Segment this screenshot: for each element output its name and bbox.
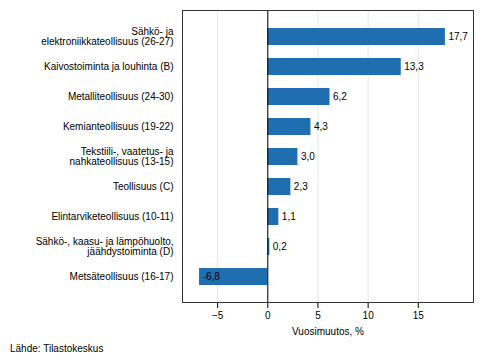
svg-text:2,3: 2,3 [294, 181, 308, 192]
svg-text:Metsäteollisuus (16-17): Metsäteollisuus (16-17) [70, 271, 174, 282]
svg-text:17,7: 17,7 [448, 31, 468, 42]
svg-text:0: 0 [265, 310, 271, 321]
svg-text:−5: −5 [212, 310, 224, 321]
svg-text:5: 5 [315, 310, 321, 321]
svg-text:1,1: 1,1 [282, 211, 296, 222]
svg-text:10: 10 [363, 310, 375, 321]
svg-text:4,3: 4,3 [314, 121, 328, 132]
svg-text:6,2: 6,2 [333, 91, 347, 102]
svg-text:13,3: 13,3 [404, 61, 424, 72]
svg-text:Tekstiili-, vaatetus- janahkat: Tekstiili-, vaatetus- janahkateollisuus … [70, 146, 174, 167]
svg-text:Vuosimuutos, %: Vuosimuutos, % [292, 326, 364, 337]
svg-text:0,2: 0,2 [273, 241, 287, 252]
svg-text:-6,8: -6,8 [203, 271, 221, 282]
svg-text:Kemianteollisuus (19-22): Kemianteollisuus (19-22) [63, 121, 174, 132]
svg-text:3,0: 3,0 [301, 151, 315, 162]
svg-text:Sähkö-, kaasu- ja lämpöhuolto,: Sähkö-, kaasu- ja lämpöhuolto,jäähdystoi… [36, 236, 174, 257]
svg-text:Elintarviketeollisuus (10-11): Elintarviketeollisuus (10-11) [51, 211, 173, 222]
svg-text:Sähkö- jaelektroniikkateollisu: Sähkö- jaelektroniikkateollisuus (26-27) [41, 26, 174, 47]
svg-text:Teollisuus (C): Teollisuus (C) [113, 181, 174, 192]
svg-text:Metalliteollisuus (24-30): Metalliteollisuus (24-30) [68, 91, 174, 102]
html-text:Lähde: Tilastokeskus: Lähde: Tilastokeskus [10, 343, 104, 354]
svg-text:Kaivostoiminta ja louhinta (B): Kaivostoiminta ja louhinta (B) [44, 61, 174, 72]
svg-text:15: 15 [413, 310, 425, 321]
